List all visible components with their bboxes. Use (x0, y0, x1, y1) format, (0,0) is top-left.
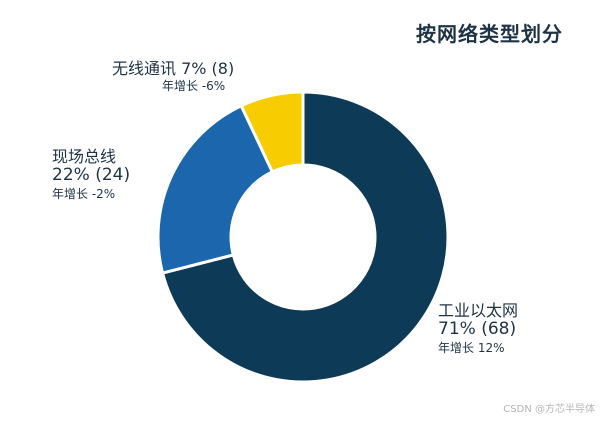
label-wireless-growth: 年增长 -6% (162, 79, 226, 94)
slice-industrial-ethernet (160, 90, 450, 384)
label-ethernet-growth: 年增长 12% (438, 340, 505, 355)
label-fieldbus: 现场总线 22% (24) 年增长 -2% (52, 147, 131, 202)
slice-wireless (239, 90, 305, 174)
label-wireless-name-pct: 无线通讯 7% (8) (112, 59, 235, 78)
label-fieldbus-pct: 22% (24) (52, 165, 131, 186)
label-ethernet-name: 工业以太网 (438, 301, 519, 320)
watermark: CSDN @方芯半导体 (503, 404, 595, 415)
label-fieldbus-growth: 年增长 -2% (52, 186, 116, 201)
slice-fieldbus (156, 103, 275, 275)
label-fieldbus-name: 现场总线 (52, 147, 117, 166)
label-ethernet-pct: 71% (68) (438, 319, 517, 340)
chart-title: 按网络类型划分 (416, 22, 563, 46)
label-wireless: 无线通讯 7% (8) 年增长 -6% (112, 59, 235, 94)
label-industrial-ethernet: 工业以太网 71% (68) 年增长 12% (438, 301, 519, 356)
